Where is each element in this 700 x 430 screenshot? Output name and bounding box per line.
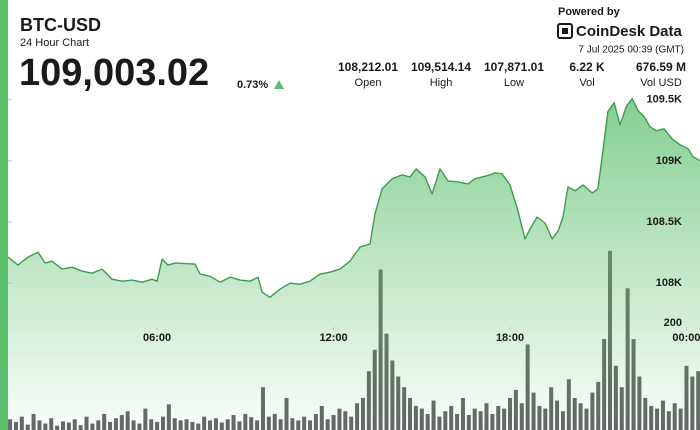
y-tick-label: 108.5K bbox=[647, 216, 683, 228]
timestamp: 7 Jul 2025 00:39 (GMT) bbox=[578, 45, 684, 56]
stat-value: 109,514.14 bbox=[411, 60, 471, 74]
ticker: BTC-USD bbox=[20, 15, 101, 35]
stat-label: Open bbox=[355, 77, 382, 89]
stat-value: 107,871.01 bbox=[484, 60, 544, 74]
y-tick-label: 108K bbox=[656, 277, 682, 289]
price-line bbox=[7, 98, 700, 298]
stat-label: High bbox=[430, 77, 453, 89]
plot: 108K 108.5K 109K 109.5K 200 06:00 12:00 18:00 00… bbox=[7, 94, 700, 430]
last-price: 109,003.02 bbox=[19, 52, 209, 94]
brand-logo bbox=[557, 23, 573, 39]
stat-value: 676.59 M bbox=[636, 60, 686, 74]
y-tick-label: 109K bbox=[656, 155, 682, 167]
stats: 108,212.01 Open 109,514.14 High 107,871.01 Lo… bbox=[338, 60, 686, 89]
change: 0.73% bbox=[237, 79, 268, 91]
stat-label: Vol bbox=[579, 77, 594, 89]
stat-label: Low bbox=[504, 77, 524, 89]
up-arrow bbox=[274, 80, 284, 89]
x-tick-label: 18:00 bbox=[496, 332, 524, 344]
stat-label: Vol USD bbox=[640, 77, 682, 89]
y2-tick-label: 200 bbox=[664, 317, 682, 329]
x-tick-label: 12:00 bbox=[319, 332, 347, 344]
x-tick-label: 06:00 bbox=[143, 332, 171, 344]
price-area bbox=[8, 98, 700, 430]
subtitle: 24 Hour Chart bbox=[20, 37, 89, 49]
accent-bar bbox=[0, 0, 8, 430]
powered-by: Powered by bbox=[558, 6, 621, 18]
x-tick-label: 00:00 bbox=[672, 332, 700, 344]
y-tick-label: 109.5K bbox=[647, 94, 683, 106]
stat-value: 6.22 K bbox=[569, 60, 605, 74]
brand: CoinDesk Data bbox=[576, 23, 683, 40]
stat-value: 108,212.01 bbox=[338, 60, 398, 74]
